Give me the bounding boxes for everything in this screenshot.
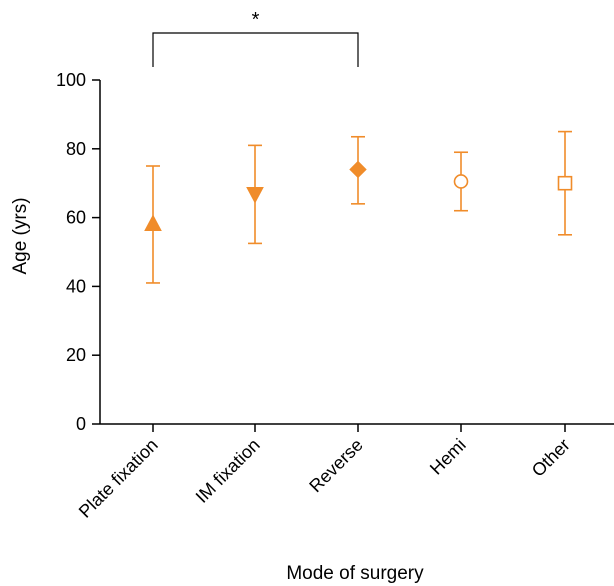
y-axis-title: Age (yrs)	[10, 197, 31, 274]
significance-label: *	[252, 9, 260, 31]
x-tick-label: Hemi	[426, 435, 470, 479]
x-tick-label: Other	[528, 435, 574, 481]
y-tick-label: 80	[66, 139, 86, 159]
data-point	[246, 187, 264, 204]
significance-bracket	[152, 32, 359, 67]
data-point	[349, 160, 367, 179]
axes: 0 20 40 60 80 100 Plate fixation IM fixation Rev…	[56, 70, 614, 522]
data-marks	[144, 130, 573, 284]
x-tick-label: Reverse	[305, 435, 367, 497]
x-tick-label: Plate fixation	[75, 435, 162, 522]
y-tick-label: 40	[66, 276, 86, 296]
y-tick-label: 0	[76, 414, 86, 434]
significance-annotation: *	[152, 9, 359, 67]
x-axis-title: Mode of surgery	[286, 563, 424, 584]
y-tick-label: 60	[66, 208, 86, 228]
y-tick-label: 20	[66, 345, 86, 365]
data-point	[557, 175, 573, 191]
x-tick-label: IM fixation	[192, 435, 264, 507]
data-point	[453, 174, 469, 189]
y-tick-label: 100	[56, 70, 86, 90]
data-point	[144, 214, 162, 231]
